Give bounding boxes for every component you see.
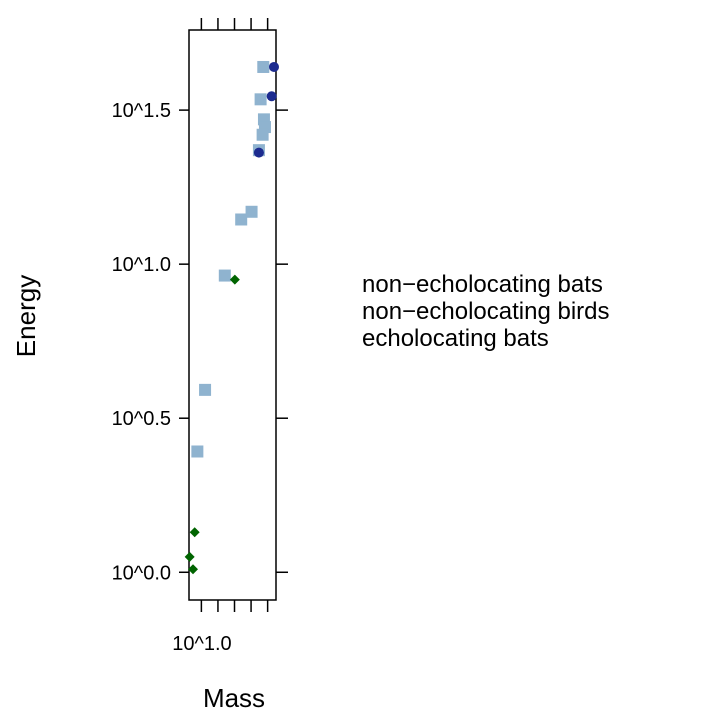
- data-point-square: [218, 269, 231, 282]
- data-point-diamond: [184, 551, 195, 562]
- x-tick-label: 10^1.0: [172, 633, 231, 655]
- data-point-square: [245, 205, 258, 218]
- y-tick-label: 10^1.5: [112, 100, 171, 122]
- y-tick-label: 10^1.0: [112, 254, 171, 276]
- y-axis: 10^0.0 10^0.5 10^1.0 10^1.5: [112, 100, 288, 584]
- data-point-diamond: [229, 274, 240, 285]
- y-tick-label: 10^0.5: [112, 408, 171, 430]
- y-tick-label: 10^0.0: [112, 562, 171, 584]
- y-axis-label: Energy: [11, 275, 41, 357]
- legend-entry: non−echolocating bats: [362, 271, 603, 298]
- data-point-square: [257, 60, 270, 73]
- data-point-square: [254, 93, 267, 106]
- x-axis-label: Mass: [203, 683, 265, 712]
- data-point-square: [199, 383, 212, 396]
- legend-entry: echolocating bats: [362, 325, 549, 352]
- data-point-circle: [253, 147, 264, 158]
- data-points: [184, 60, 279, 575]
- data-point-circle: [266, 91, 277, 102]
- data-point-square: [235, 213, 248, 226]
- plot-frame: [188, 29, 277, 601]
- x-axis: 10^1.0: [172, 18, 269, 655]
- legend-entry: non−echolocating birds: [362, 298, 610, 325]
- data-point-square: [191, 445, 204, 458]
- data-point-diamond: [189, 527, 200, 538]
- data-point-square: [256, 128, 269, 141]
- data-point-square: [258, 121, 271, 134]
- data-point-circle: [268, 61, 279, 72]
- data-point-diamond: [188, 564, 199, 575]
